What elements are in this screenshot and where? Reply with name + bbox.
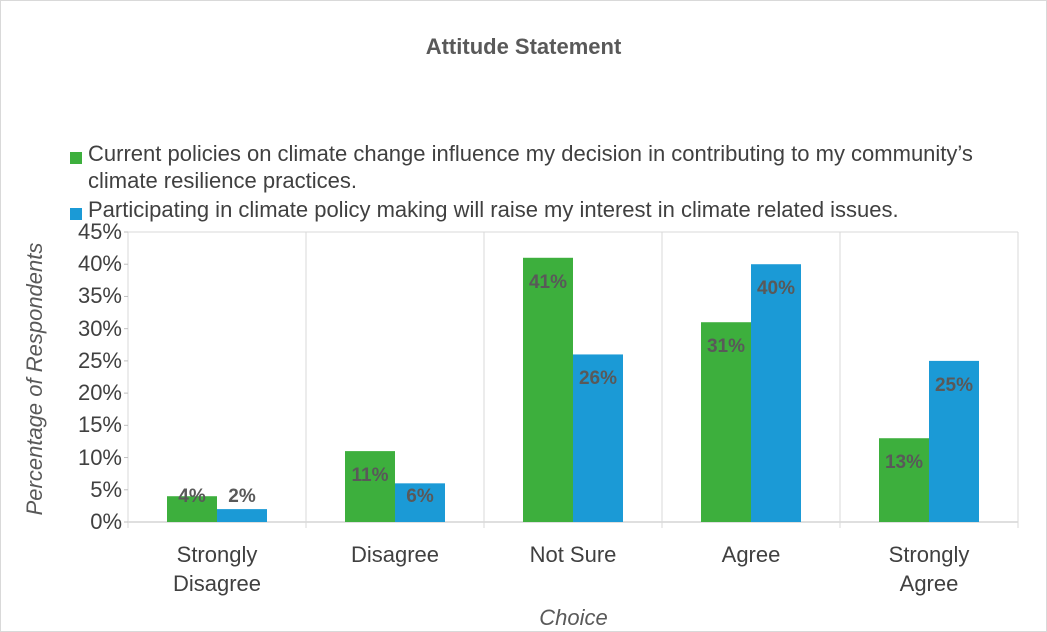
bar	[701, 322, 751, 522]
bar	[345, 451, 395, 522]
data-label: 11%	[351, 465, 389, 487]
legend-label: Current policies on climate change influ…	[88, 141, 973, 193]
x-tick-label: Strongly Agree	[888, 542, 970, 596]
data-label: 13%	[884, 452, 924, 474]
y-tick-label: 10%	[77, 444, 122, 470]
x-tick-label: Strongly Disagree	[172, 542, 262, 596]
data-label: 31%	[706, 336, 746, 358]
bar	[217, 509, 267, 522]
y-axis-label: Percentage of Respondents	[22, 242, 47, 516]
y-tick-label: 0%	[90, 509, 122, 534]
y-tick-label: 45%	[77, 219, 122, 244]
legend-swatch	[70, 152, 82, 164]
bar	[395, 483, 445, 522]
data-label: 40%	[756, 278, 796, 300]
data-label: 2%	[228, 486, 256, 507]
x-tick-label: Agree	[721, 542, 781, 567]
x-axis-label: Choice	[539, 605, 608, 630]
x-tick-label: Not Sure	[529, 542, 617, 567]
data-label: 6%	[406, 486, 434, 507]
data-label: 4%	[178, 486, 206, 507]
bar	[167, 496, 217, 522]
y-tick-label: 15%	[77, 412, 122, 438]
bar	[751, 264, 801, 522]
data-label: 41%	[528, 271, 568, 293]
y-tick-label: 25%	[77, 347, 122, 373]
y-tick-label: 30%	[77, 315, 122, 341]
bar	[879, 438, 929, 522]
legend-label: Participating in climate policy making w…	[88, 197, 899, 222]
bar	[929, 360, 979, 522]
bar	[573, 354, 623, 522]
y-tick-label: 5%	[90, 476, 122, 502]
bar	[523, 257, 573, 522]
legend-swatch	[70, 208, 82, 220]
y-tick-label: 40%	[77, 251, 122, 277]
chart-title: Attitude Statement	[425, 34, 622, 59]
data-label: 25%	[934, 374, 974, 396]
y-tick-label: 35%	[77, 283, 122, 309]
x-tick-label: Disagree	[350, 542, 440, 567]
data-label: 26%	[578, 368, 618, 390]
y-tick-label: 20%	[77, 380, 122, 406]
